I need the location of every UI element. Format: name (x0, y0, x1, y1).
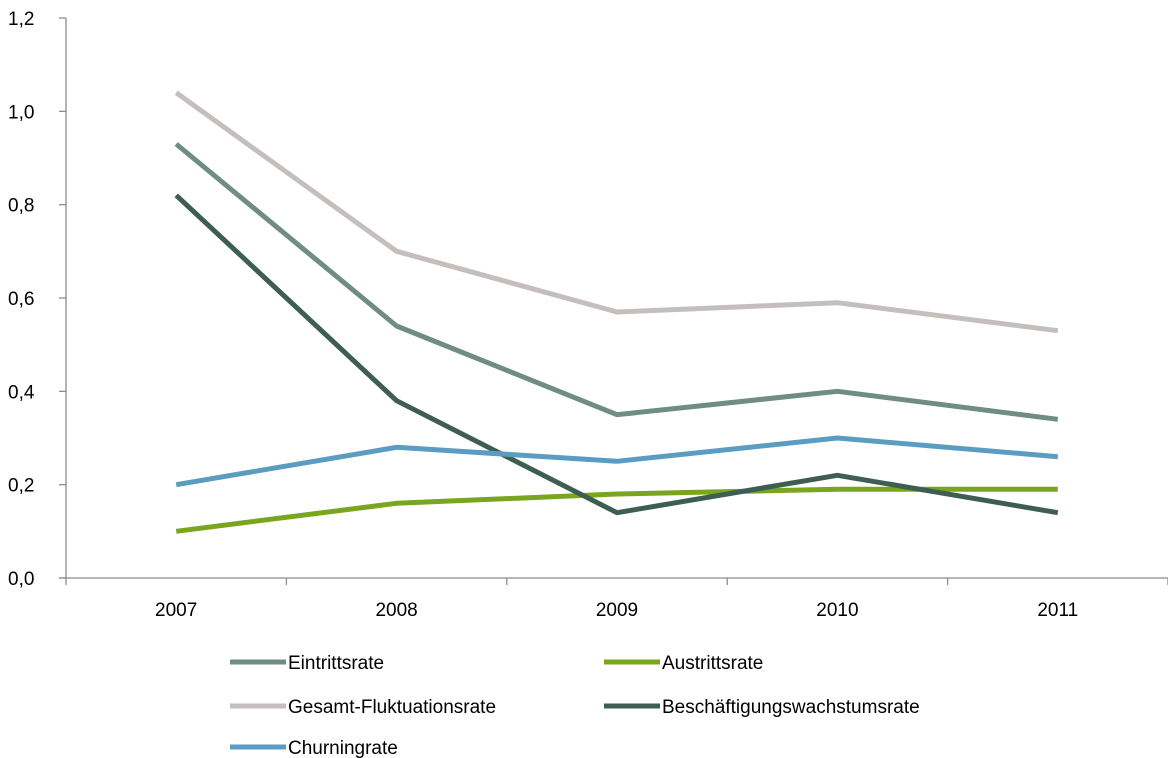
legend-label: Churningrate (288, 738, 398, 758)
y-tick-label: 0,2 (8, 476, 34, 497)
y-tick-label: 0,4 (8, 382, 35, 403)
x-tick-label: 2007 (155, 600, 197, 621)
y-tick-label: 0,6 (8, 289, 34, 310)
x-tick-label: 2009 (596, 600, 638, 621)
legend-item-3: Beschäftigungswachstumsrate (604, 697, 920, 718)
legend-item-0: Eintrittsrate (230, 653, 384, 674)
y-tick-label: 0,8 (8, 196, 34, 217)
series-line-0 (174, 142, 1059, 422)
series-line-4 (175, 435, 1059, 488)
y-tick-label: 1,2 (8, 9, 34, 30)
legend-item-2: Gesamt-Fluktuationsrate (230, 697, 496, 718)
x-tick-label: 2010 (816, 600, 858, 621)
series-line-3 (174, 193, 1059, 516)
chart-legend: Eintrittsrate Austrittsrate Gesamt-Fluktua… (230, 653, 920, 758)
legend-label: Gesamt-Fluktuationsrate (288, 697, 496, 718)
y-tick-label: 1,0 (8, 102, 34, 123)
legend-item-4: Churningrate (230, 738, 398, 758)
chart-axes: 0,0 0,2 0,4 0,6 0,8 1,0 1,2 2007 2008 2009 2010 201… (8, 9, 1168, 621)
y-tick-label: 0,0 (8, 569, 34, 590)
legend-label: Beschäftigungswachstumsrate (662, 697, 920, 718)
x-tick-label: 2011 (1037, 600, 1078, 621)
x-tick-label: 2008 (375, 600, 417, 621)
legend-label: Eintrittsrate (288, 653, 384, 674)
legend-label: Austrittsrate (662, 653, 763, 674)
legend-item-1: Austrittsrate (604, 653, 763, 674)
series-line-2 (174, 90, 1059, 334)
series-lines (174, 90, 1059, 534)
